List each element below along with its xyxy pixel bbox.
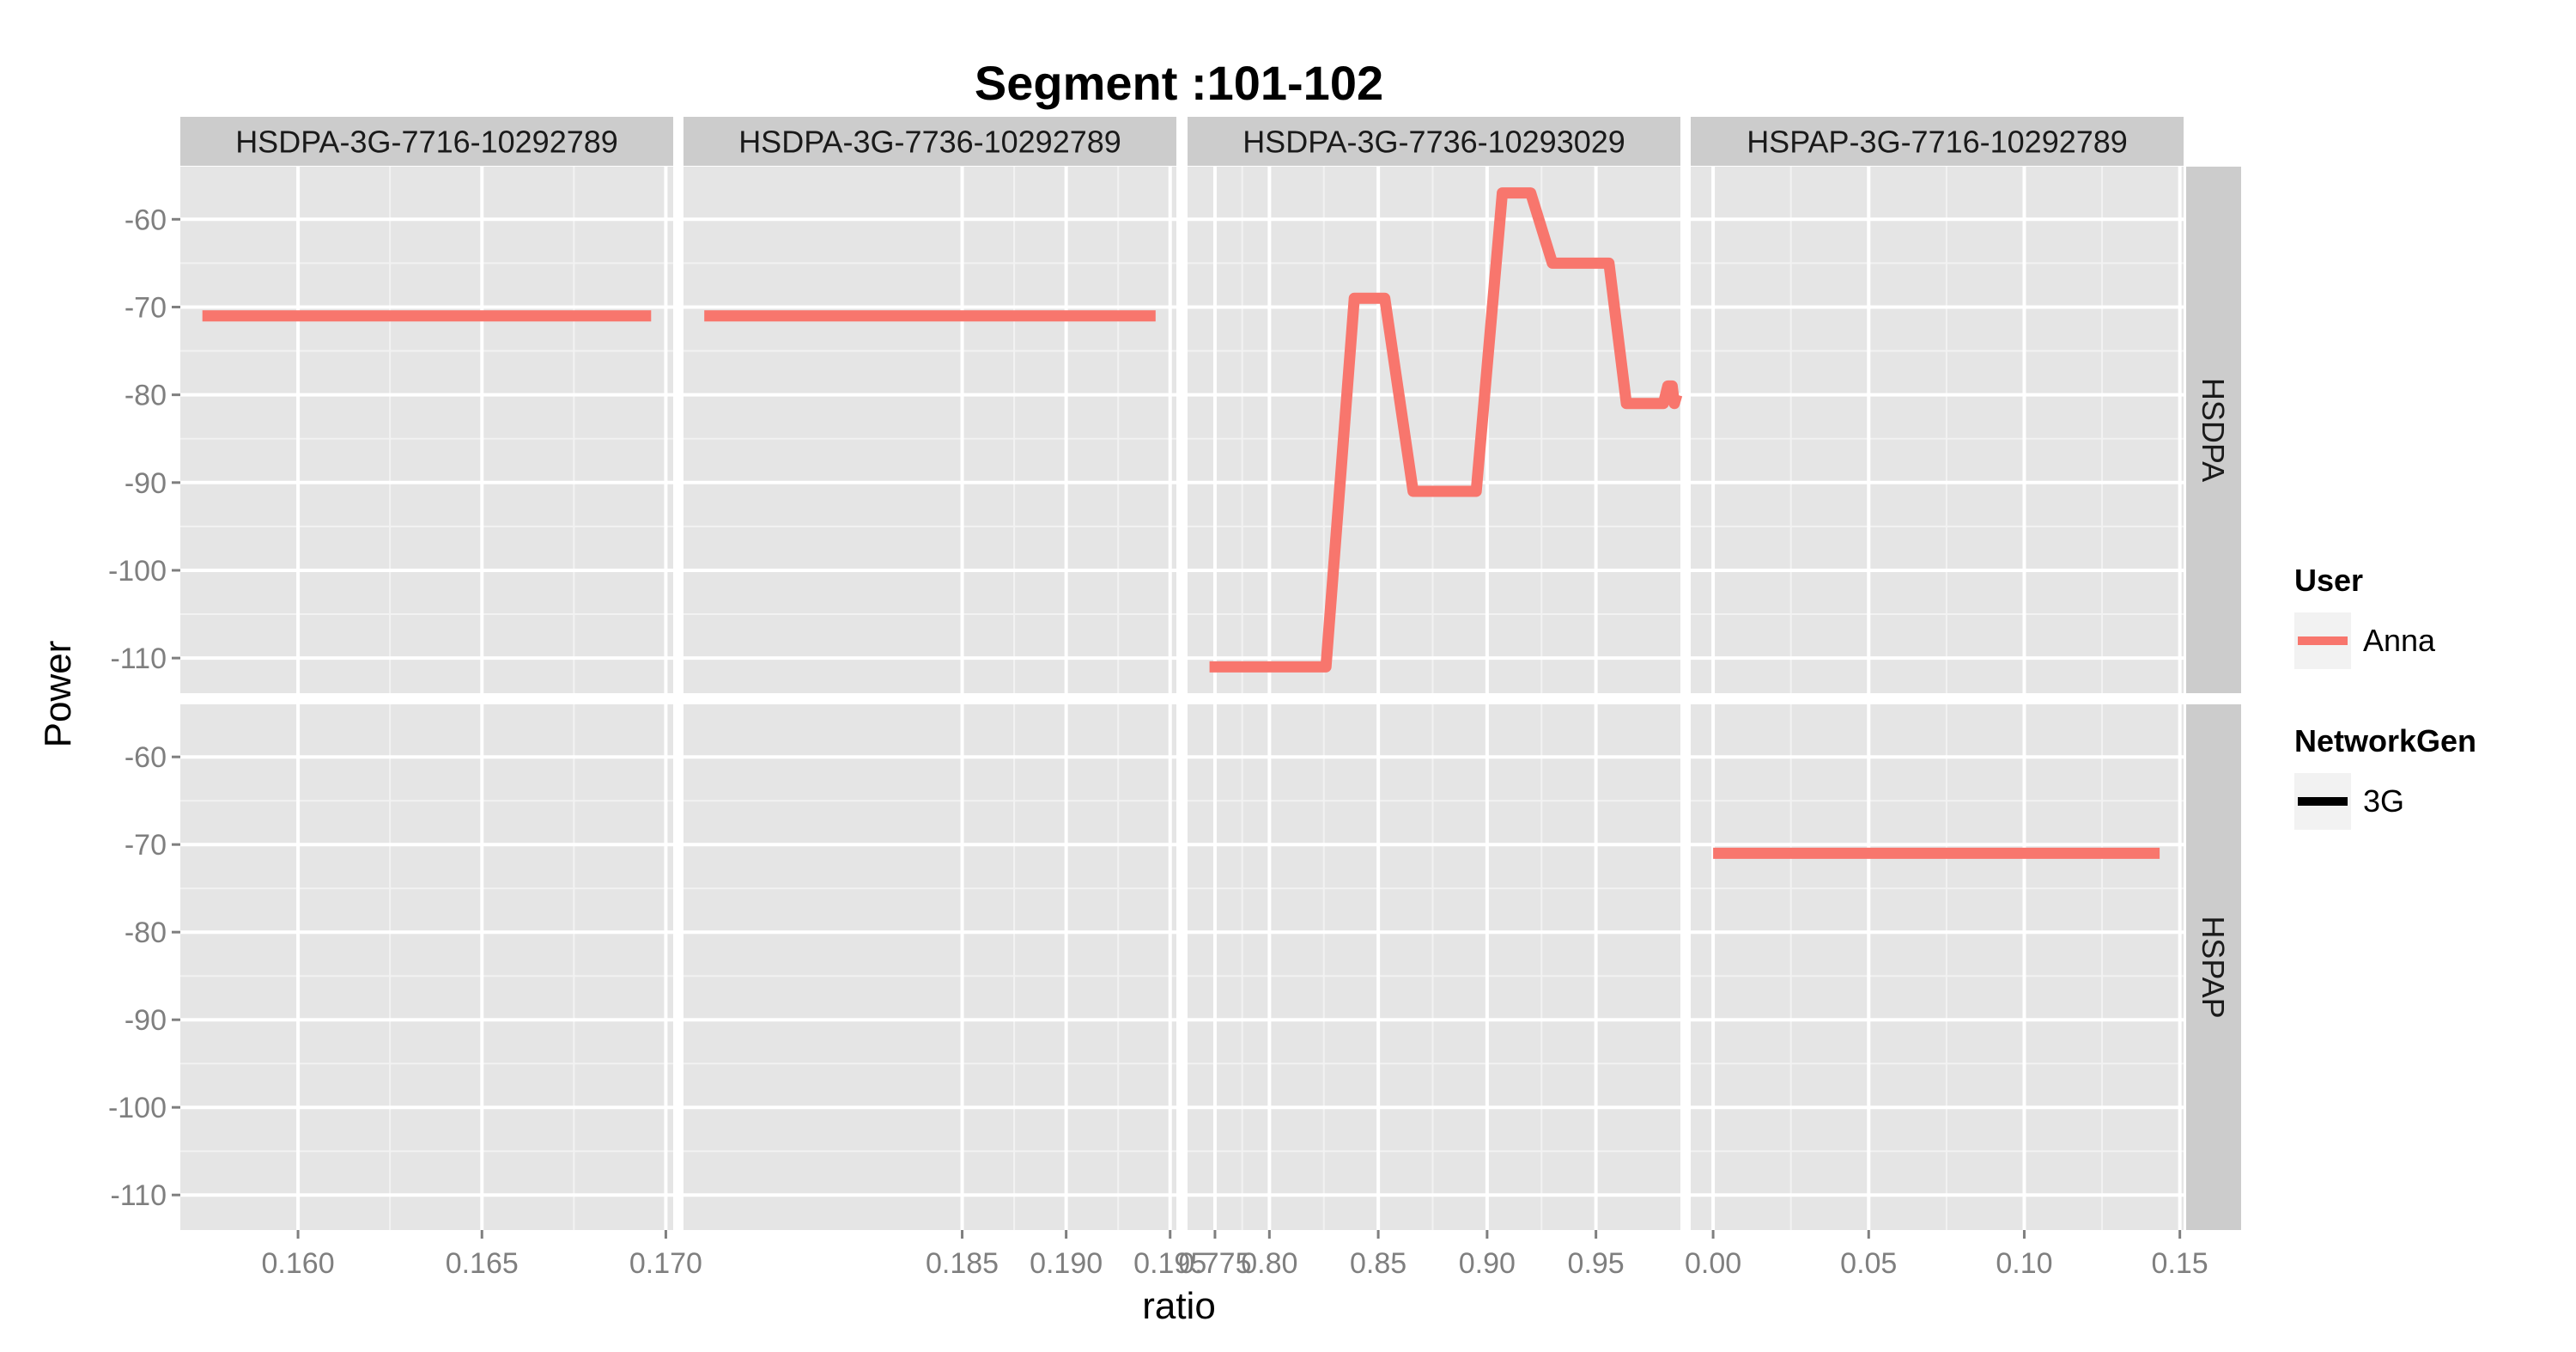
x-axis-label: ratio (1142, 1285, 1216, 1327)
panel-r2-c4 (1691, 704, 2184, 1230)
panel-r1-c1 (180, 167, 673, 693)
y-tick-label: -110 (110, 643, 167, 675)
x-tick-label: 0.190 (1030, 1247, 1103, 1280)
x-tick-label: 0.775 (1178, 1247, 1251, 1280)
x-tick-label: 0.15 (2152, 1247, 2208, 1280)
column-strip-label-2: HSDPA-3G-7736-10292789 (738, 125, 1121, 160)
x-tick-label: 0.185 (926, 1247, 999, 1280)
y-tick-label: -110 (110, 1179, 167, 1212)
column-strip-label-3: HSDPA-3G-7736-10293029 (1242, 125, 1625, 160)
legend-entry-label: 3G (2363, 783, 2404, 819)
row-strip-2 (2186, 704, 2241, 1230)
panel-background (180, 167, 673, 693)
y-tick-label: -70 (125, 829, 167, 862)
y-tick-label: -70 (125, 291, 167, 324)
y-tick-label: -100 (108, 1092, 167, 1124)
x-tick-label: 0.195 (1133, 1247, 1206, 1280)
panel-r2-c3 (1188, 704, 1680, 1230)
legend-title-networkgen: NetworkGen (2294, 723, 2476, 758)
panel-r2-c2 (683, 704, 1176, 1230)
x-tick-label: 0.10 (1996, 1247, 2052, 1280)
y-tick-label: -60 (125, 204, 167, 236)
x-tick-label: 0.90 (1459, 1247, 1516, 1280)
row-strip-1 (2186, 167, 2241, 693)
x-tick-label: 0.85 (1350, 1247, 1406, 1280)
y-tick-label: -80 (125, 380, 167, 412)
panel-background (683, 167, 1176, 693)
column-strip-3 (1188, 117, 1680, 166)
panel-r1-c2 (683, 167, 1176, 693)
y-tick-label: -90 (125, 467, 167, 500)
y-tick-label: -100 (108, 555, 167, 588)
row-strip-label-2: HSPAP (2196, 916, 2231, 1018)
legend-entry-label: Anna (2363, 623, 2436, 658)
x-tick-label: 0.165 (446, 1247, 519, 1280)
series-line-3 (1209, 187, 1683, 673)
row-strip-label-1: HSDPA (2196, 378, 2231, 482)
facet-panels: HSDPA-3G-7716-10292789 HSDPA-3G-7736-1029… (108, 117, 2241, 1280)
y-axis-label: Power (37, 641, 79, 748)
x-tick-label: 0.170 (629, 1247, 702, 1280)
column-strip-label-4: HSPAP-3G-7716-10292789 (1747, 125, 2128, 160)
chart-title: Segment :101-102 (975, 56, 1383, 110)
panel-r1-c4 (1691, 167, 2184, 693)
panel-background (180, 704, 673, 1230)
x-tick-label: 0.00 (1685, 1247, 1741, 1280)
legend-title-user: User (2294, 563, 2363, 598)
panel-background (683, 704, 1176, 1230)
y-tick-label: -90 (125, 1004, 167, 1037)
panel-r2-c1 (180, 704, 673, 1230)
panel-r1-c3 (1188, 167, 1680, 693)
x-tick-label: 0.95 (1568, 1247, 1625, 1280)
x-tick-label: 0.05 (1840, 1247, 1897, 1280)
column-strip-1 (180, 117, 673, 166)
column-strip-4 (1691, 117, 2184, 166)
y-tick-label: -60 (125, 741, 167, 774)
column-strip-label-1: HSDPA-3G-7716-10292789 (235, 125, 618, 160)
column-strip-2 (683, 117, 1176, 166)
y-tick-label: -80 (125, 917, 167, 949)
x-tick-label: 0.160 (262, 1247, 335, 1280)
x-tick-label: 0.80 (1241, 1247, 1297, 1280)
